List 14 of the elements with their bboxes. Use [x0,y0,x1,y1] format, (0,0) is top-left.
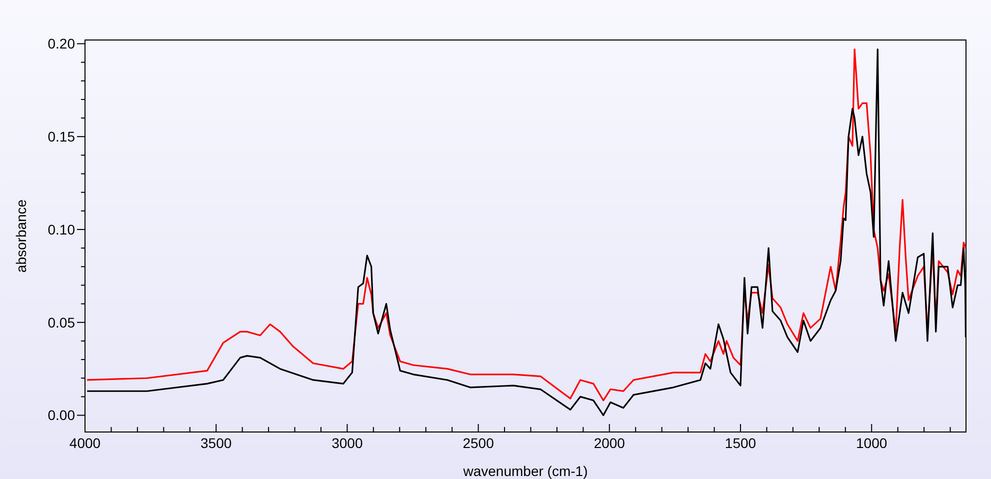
y-tick-label: 0.05 [48,314,76,330]
y-tick-label: 0.20 [48,36,76,52]
y-tick-label: 0.00 [48,407,76,424]
x-tick-label: 2000 [594,435,626,451]
y-tick-label: 0.15 [48,128,76,145]
y-tick-label: 0.10 [48,221,76,238]
x-tick-label: 4000 [69,435,101,451]
y-axis-title: absorbance [13,199,29,273]
x-tick-label: 3000 [332,435,363,451]
x-tick-label: 3500 [200,435,232,451]
x-tick-label: 2500 [462,435,494,451]
x-axis-title: wavenumber (cm-1) [462,463,588,479]
x-tick-label: 1500 [724,435,756,451]
x-tick-label: 1000 [856,435,888,451]
